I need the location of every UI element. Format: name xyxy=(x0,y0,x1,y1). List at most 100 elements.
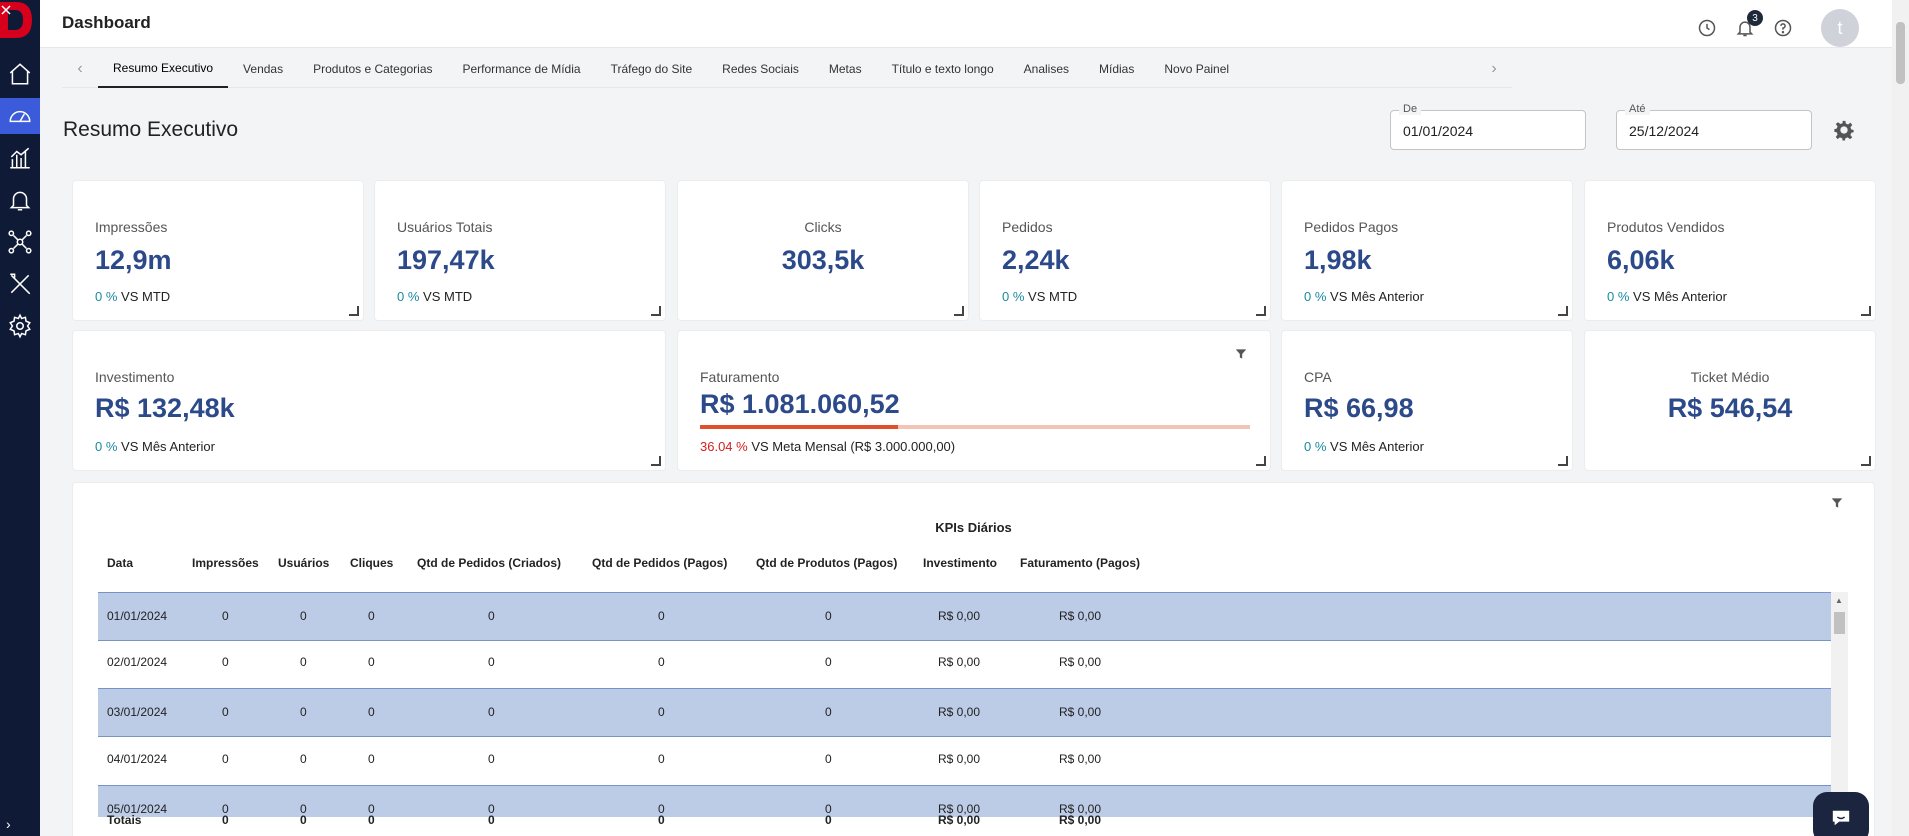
tab-vendas[interactable]: Vendas xyxy=(243,61,284,76)
table-row[interactable]: 02/01/2024 0 0 0 0 0 0 R$ 0,00 R$ 0,00 xyxy=(98,639,1831,688)
tab-resumo-executivo[interactable]: Resumo Executivo xyxy=(98,50,229,88)
resize-handle-icon[interactable] xyxy=(651,306,661,316)
kpi-comp-text: VS Mês Anterior xyxy=(1330,439,1424,454)
kpi-pct: 0 % xyxy=(1304,439,1327,454)
table-scrollbar[interactable]: ▲ xyxy=(1831,592,1848,819)
brand-logo[interactable] xyxy=(0,0,34,40)
table-cell: R$ 0,00 xyxy=(938,802,981,816)
column-header[interactable]: Data xyxy=(107,556,134,570)
kpi-label: Pedidos Pagos xyxy=(1304,219,1399,235)
column-header[interactable]: Qtd de Produtos (Pagos) xyxy=(756,556,898,570)
table-row[interactable]: 03/01/2024 0 0 0 0 0 0 R$ 0,00 R$ 0,00 xyxy=(98,688,1831,737)
kpi-label: CPA xyxy=(1304,369,1332,385)
kpi-pct: 0 % xyxy=(397,289,420,304)
user-avatar[interactable]: t xyxy=(1821,9,1859,47)
column-header[interactable]: Cliques xyxy=(350,556,394,570)
page-scrollbar[interactable] xyxy=(1892,0,1909,836)
table-cell: 0 xyxy=(222,752,229,766)
tabs-scroll-right-icon[interactable]: › xyxy=(1491,59,1497,77)
resize-handle-icon[interactable] xyxy=(651,456,661,466)
resize-handle-icon[interactable] xyxy=(1256,306,1266,316)
table-cell: 0 xyxy=(488,813,495,827)
table-cell: 0 xyxy=(368,609,375,623)
history-icon[interactable] xyxy=(1695,16,1719,40)
table-cell: 05/01/2024 xyxy=(107,802,168,816)
resize-handle-icon[interactable] xyxy=(1861,306,1871,316)
bell-icon xyxy=(9,191,31,211)
tools-icon xyxy=(10,273,31,295)
table-row[interactable]: 01/01/2024 0 0 0 0 0 0 R$ 0,00 R$ 0,00 xyxy=(98,592,1831,641)
resize-handle-icon[interactable] xyxy=(1558,306,1568,316)
sidebar-item-integrations[interactable] xyxy=(0,224,40,260)
resize-handle-icon[interactable] xyxy=(1558,456,1568,466)
kpis-diarios-table-card: KPIs Diários Data Impressões Usuários Cl… xyxy=(72,482,1875,836)
resize-handle-icon[interactable] xyxy=(954,306,964,316)
kpi-value: R$ 546,54 xyxy=(1667,393,1793,423)
sidebar-item-home[interactable] xyxy=(0,56,40,92)
tab-produtos-categorias[interactable]: Produtos e Categorias xyxy=(313,61,433,76)
table-cell: R$ 0,00 xyxy=(938,655,981,669)
column-header[interactable]: Qtd de Pedidos (Criados) xyxy=(417,556,562,570)
tab-redes-sociais[interactable]: Redes Sociais xyxy=(722,61,799,76)
kpi-comparison: 0 % VS MTD xyxy=(1002,289,1077,304)
sidebar-item-tools[interactable] xyxy=(0,266,40,302)
column-header[interactable]: Impressões xyxy=(192,556,259,570)
column-header[interactable]: Investimento xyxy=(923,556,998,570)
kpi-pct: 0 % xyxy=(1607,289,1630,304)
top-bar: Dashboard 3 t xyxy=(40,0,1909,48)
kpi-label: Pedidos xyxy=(1002,219,1053,235)
table-cell: 0 xyxy=(488,655,495,669)
table-cell: 0 xyxy=(222,802,229,816)
kpi-comp-text: VS Mês Anterior xyxy=(121,439,215,454)
tab-metas[interactable]: Metas xyxy=(828,61,862,76)
kpi-comparison: 36.04 % VS Meta Mensal (R$ 3.000.000,00) xyxy=(700,439,955,454)
filter-icon[interactable] xyxy=(1234,347,1248,361)
table-cell: 0 xyxy=(825,813,832,827)
sidebar-item-settings[interactable] xyxy=(0,308,40,344)
date-from-field[interactable]: De 01/01/2024 xyxy=(1390,103,1586,150)
tab-titulo-texto-longo[interactable]: Título e texto longo xyxy=(891,61,994,76)
table-cell: R$ 0,00 xyxy=(938,752,981,766)
sidebar-item-charts[interactable] xyxy=(0,140,40,176)
sidebar-item-alerts[interactable] xyxy=(0,182,40,218)
sidebar-item-dashboard[interactable] xyxy=(0,98,40,134)
notification-icon[interactable]: 3 xyxy=(1733,10,1763,40)
table-cell: R$ 0,00 xyxy=(1059,802,1102,816)
table-cell: 0 xyxy=(222,705,229,719)
scrollbar-thumb[interactable] xyxy=(1834,612,1845,634)
table-cell: 0 xyxy=(300,802,307,816)
expand-sidebar-icon[interactable]: › xyxy=(6,816,11,832)
kpi-label: Ticket Médio xyxy=(1690,369,1770,385)
filter-icon[interactable] xyxy=(1830,496,1844,510)
kpi-label: Produtos Vendidos xyxy=(1607,219,1725,235)
resize-handle-icon[interactable] xyxy=(1861,456,1871,466)
table-cell: 0 xyxy=(222,813,229,827)
tab-trafego-site[interactable]: Tráfego do Site xyxy=(610,61,693,76)
tab-midias[interactable]: Mídias xyxy=(1099,61,1135,76)
kpi-value: 2,24k xyxy=(1002,245,1070,275)
kpi-comp-text: VS Mês Anterior xyxy=(1633,289,1727,304)
kpi-pct: 0 % xyxy=(1002,289,1025,304)
table-cell: 0 xyxy=(825,655,832,669)
scroll-up-icon[interactable]: ▲ xyxy=(1835,596,1843,605)
table-row[interactable]: 04/01/2024 0 0 0 0 0 0 R$ 0,00 R$ 0,00 xyxy=(98,736,1831,785)
chat-button[interactable] xyxy=(1813,792,1869,836)
table-row[interactable]: 05/01/2024 0 0 0 0 0 0 R$ 0,00 R$ 0,00 xyxy=(98,785,1831,817)
date-to-field[interactable]: Até 25/12/2024 xyxy=(1616,103,1812,150)
chat-icon xyxy=(1832,810,1850,826)
tab-novo-painel[interactable]: Novo Painel xyxy=(1164,61,1230,76)
settings-icon xyxy=(9,313,31,339)
tabs-scroll-left-icon[interactable]: ‹ xyxy=(77,59,83,77)
column-header[interactable]: Usuários xyxy=(278,556,330,570)
resize-handle-icon[interactable] xyxy=(349,306,359,316)
tab-analises[interactable]: Analises xyxy=(1023,61,1070,76)
help-icon[interactable] xyxy=(1771,16,1795,40)
column-header[interactable]: Qtd de Pedidos (Pagos) xyxy=(592,556,728,570)
resize-handle-icon[interactable] xyxy=(1256,456,1266,466)
date-from-label: De xyxy=(1399,103,1422,115)
tab-performance-midia[interactable]: Performance de Mídia xyxy=(462,61,581,76)
gear-icon[interactable] xyxy=(1833,119,1855,141)
kpi-value: 6,06k xyxy=(1607,245,1675,275)
table-cell: 0 xyxy=(300,609,307,623)
column-header[interactable]: Faturamento (Pagos) xyxy=(1020,556,1141,570)
